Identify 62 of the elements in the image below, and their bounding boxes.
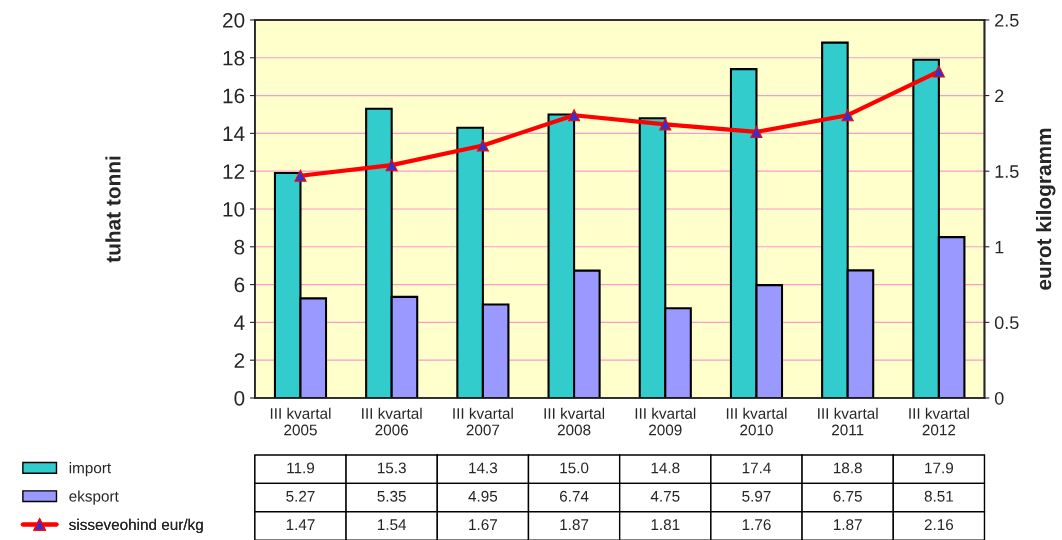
y2-axis-title: eurot kilogramm <box>1035 128 1056 290</box>
data-label: 17.4 <box>742 462 771 474</box>
data-label: 1.47 <box>286 519 315 530</box>
point <box>385 159 398 172</box>
y-tick-label: 14 <box>223 126 245 141</box>
y-tick-label: 12 <box>223 164 245 179</box>
legend-label: import <box>69 462 112 477</box>
data-label: 15.0 <box>560 462 589 474</box>
data-label: 1.87 <box>560 519 589 531</box>
x-tick-label: III kvartal 2012 <box>909 407 969 436</box>
data-label: 14.8 <box>651 462 680 474</box>
x-tick-label: III kvartal 2009 <box>635 407 696 436</box>
point <box>841 109 854 122</box>
point <box>659 118 672 131</box>
point <box>294 169 307 182</box>
data-label: 5.97 <box>742 490 771 502</box>
y-axis-title: tuhat tonni <box>105 156 121 263</box>
data-label: 4.75 <box>650 491 680 502</box>
data-label: 4.95 <box>468 490 498 502</box>
y2-tick-label: 2.5 <box>995 13 1019 27</box>
x-tick-label: III kvartal 2006 <box>362 407 422 436</box>
y-tick-label: 6 <box>234 277 245 293</box>
x-tick-label: III kvartal 2011 <box>818 407 878 436</box>
data-label: 2.16 <box>924 519 954 531</box>
y-tick-label: 2 <box>234 353 245 368</box>
y2-tick-label: 0.5 <box>994 316 1019 330</box>
point <box>750 125 763 138</box>
data-label: 1.87 <box>833 519 862 531</box>
data-label: 11.9 <box>287 462 315 474</box>
y2-tick-label: 0 <box>994 391 1004 405</box>
data-label: 18.8 <box>833 462 862 474</box>
data-label: 15.3 <box>377 462 406 474</box>
x-tick-label: III kvartal 2008 <box>544 407 605 436</box>
x-tick-label: III kvartal 2007 <box>453 407 513 436</box>
data-label: 1.67 <box>469 519 497 531</box>
y-tick-label: 8 <box>234 239 245 255</box>
y-tick-label: 16 <box>223 88 245 104</box>
data-label: 14.3 <box>469 462 498 474</box>
point <box>476 139 489 152</box>
data-label: 17.9 <box>925 462 954 474</box>
data-label: 1.54 <box>377 519 407 531</box>
data-label: 5.35 <box>377 490 406 502</box>
x-tick-label: III kvartal 2005 <box>270 407 331 436</box>
point <box>932 65 945 78</box>
data-label: 6.75 <box>833 490 862 502</box>
legend-label: sisseveohind eur/kg <box>69 518 203 534</box>
y2-tick-label: 1 <box>995 240 1004 254</box>
data-label: 6.74 <box>559 490 589 502</box>
y-tick-label: 18 <box>223 50 245 66</box>
x-tick-label: III kvartal 2010 <box>726 407 787 436</box>
y-tick-label: 10 <box>223 201 245 217</box>
y2-tick-label: 1.5 <box>995 165 1019 178</box>
data-label: 5.27 <box>286 490 315 502</box>
y2-tick-label: 2 <box>995 89 1004 103</box>
y-tick-label: 4 <box>234 315 245 330</box>
data-label: 8.51 <box>924 490 953 502</box>
data-label: 1.81 <box>651 519 680 531</box>
y-tick-label: 20 <box>223 12 245 28</box>
point <box>568 109 581 122</box>
legend-label: eksport <box>69 490 119 505</box>
y-tick-label: 0 <box>234 390 245 406</box>
data-label: 1.76 <box>742 519 771 531</box>
